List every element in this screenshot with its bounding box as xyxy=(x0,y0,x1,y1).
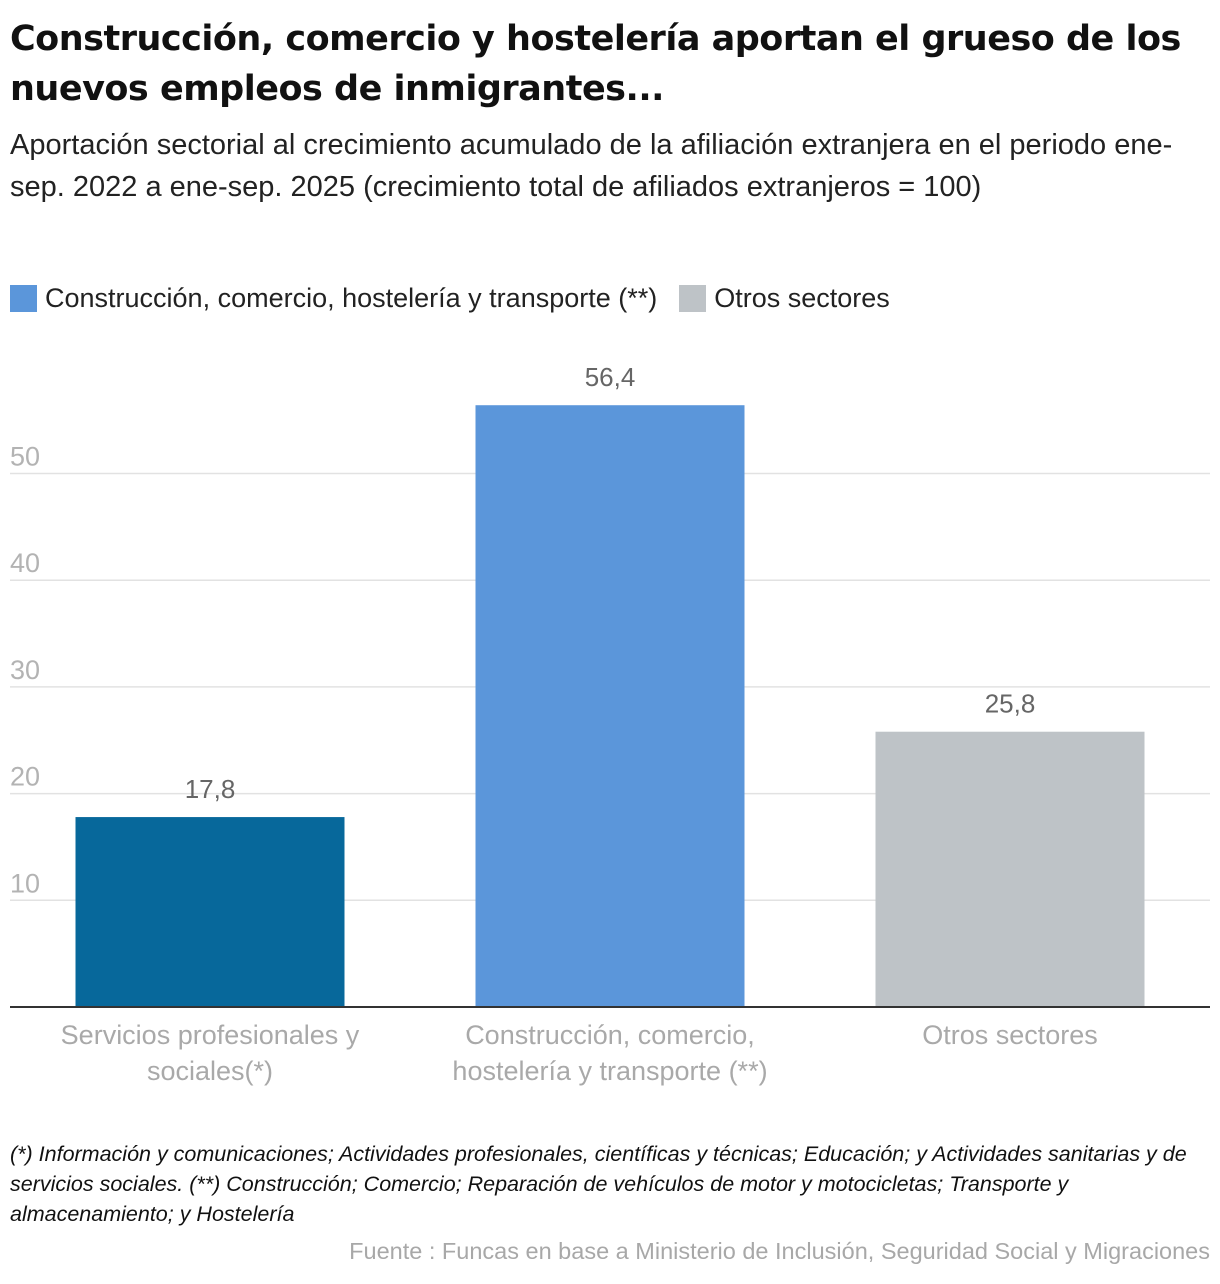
legend-swatch-construccion xyxy=(10,285,37,312)
chart-subtitle: Aportación sectorial al crecimiento acum… xyxy=(10,129,1173,203)
y-tick-label-50: 50 xyxy=(10,442,40,472)
legend-item-otros: Otros sectores xyxy=(679,283,890,314)
bar-1 xyxy=(475,405,745,1007)
chart-title: Construcción, comercio y hostelería apor… xyxy=(10,19,1181,109)
x-category-label-1-1: hostelería y transporte (**) xyxy=(452,1056,767,1086)
x-category-label-2-0: Otros sectores xyxy=(922,1020,1098,1050)
legend-item-construccion: Construcción, comercio, hostelería y tra… xyxy=(10,283,657,314)
x-category-label-0-0: Servicios profesionales y xyxy=(61,1020,360,1050)
bar-value-label-2: 25,8 xyxy=(985,689,1036,719)
y-tick-label-30: 30 xyxy=(10,655,40,685)
y-tick-label-40: 40 xyxy=(10,548,40,578)
legend: Construcción, comercio, hostelería y tra… xyxy=(10,283,912,314)
x-category-label-0-1: sociales(*) xyxy=(147,1056,273,1086)
footnotes: (*) Información y comunicaciones; Activi… xyxy=(10,1142,1187,1226)
bar-value-label-0: 17,8 xyxy=(185,774,236,804)
legend-label-construccion: Construcción, comercio, hostelería y tra… xyxy=(45,283,658,313)
bar-value-label-1: 56,4 xyxy=(585,362,636,392)
x-category-label-1-0: Construcción, comercio, xyxy=(465,1020,755,1050)
bar-0 xyxy=(75,817,345,1007)
y-tick-label-20: 20 xyxy=(10,762,40,792)
bar-chart-svg: 10 20 30 40 50 17,8 Servicios profesionales y s… xyxy=(10,362,1210,1086)
bar-chart: 10 20 30 40 50 17,8 Servicios profesionales y s… xyxy=(0,340,1220,1110)
y-tick-label-10: 10 xyxy=(10,868,40,898)
legend-label-otros: Otros sectores xyxy=(714,283,890,313)
source-note: Fuente : Funcas en base a Ministerio de … xyxy=(349,1238,1210,1264)
legend-swatch-otros xyxy=(679,285,707,312)
bar-2 xyxy=(875,731,1145,1007)
